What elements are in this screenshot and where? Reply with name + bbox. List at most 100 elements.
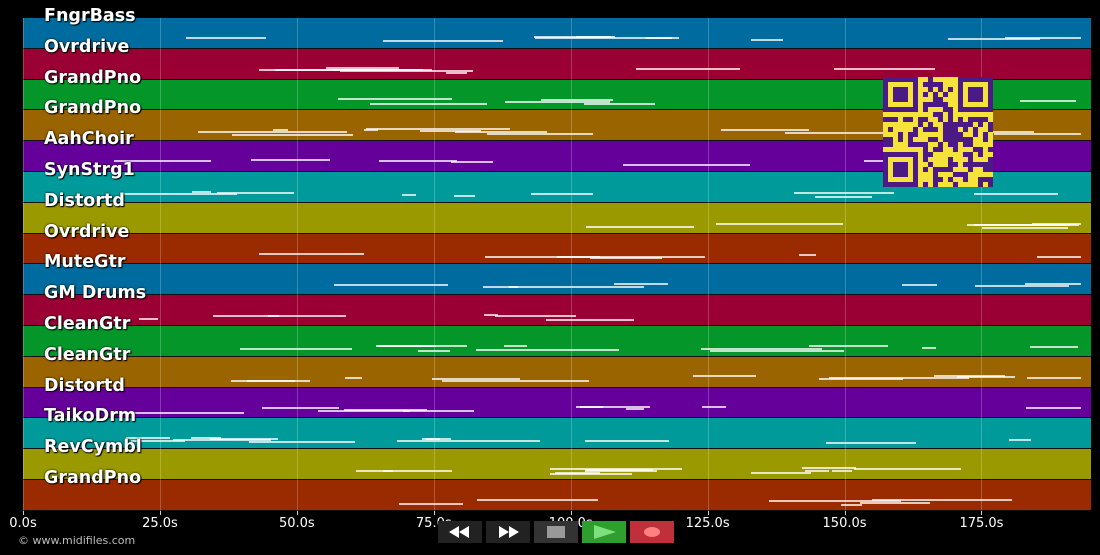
track-lane[interactable] [23,480,1091,511]
track-lane[interactable] [23,48,1091,80]
note-segment [623,164,750,167]
track-lane[interactable] [23,18,1091,49]
note-segment [185,37,266,40]
note-segment [115,411,244,414]
note-segment [585,470,658,473]
note-segment [273,128,289,131]
note-segment [509,285,645,288]
note-segment [425,438,452,441]
note-segment [191,191,212,194]
note-segment [259,252,365,255]
note-segment [769,500,901,503]
track-lane[interactable] [23,233,1091,265]
note-segment [614,282,669,285]
note-segment [382,469,393,472]
note-segment [692,375,757,378]
note-segment [258,68,378,71]
note-segment [833,67,936,70]
note-segment [1005,36,1081,39]
note-segment [854,468,962,471]
note-segment [261,407,340,410]
note-segment [369,102,488,105]
note-segment [947,38,1041,41]
play-button[interactable] [582,521,626,543]
note-segment [701,348,822,351]
note-segment [974,223,1079,226]
note-segment [431,378,520,381]
note-segment [494,315,577,318]
note-segment [541,99,613,102]
note-segment [445,72,467,75]
note-segment [709,349,844,352]
note-segment [442,379,590,382]
fast-forward-button[interactable] [486,521,530,543]
note-segment [535,37,679,40]
note-segment [993,132,1081,135]
gridline [296,18,298,511]
note-segment [113,159,212,162]
note-segment [1037,255,1081,258]
note-segment [635,68,740,71]
note-segment [583,102,656,105]
stop-icon [547,526,565,538]
note-segment [808,345,888,348]
record-button[interactable] [630,521,674,543]
note-segment [375,344,468,347]
note-segment [585,225,695,228]
track-lane[interactable] [23,356,1091,388]
note-segment [504,101,610,104]
stop-button[interactable] [534,521,578,543]
note-segment [721,128,809,131]
note-segment [554,471,600,474]
note-segment [212,314,280,317]
track-lane[interactable] [23,387,1091,419]
note-segment [240,347,352,350]
note-segment [701,406,726,409]
note-segment [1020,100,1076,103]
tick-label: 125.0s [685,516,730,531]
note-segment [626,408,644,411]
note-segment [139,317,158,320]
note-segment [1025,406,1081,409]
note-segment [814,195,873,198]
piano-roll[interactable] [23,18,1091,511]
rewind-button[interactable] [438,521,482,543]
note-segment [396,439,540,442]
tick-mark [433,511,435,515]
track-lane[interactable] [23,418,1091,450]
note-segment [482,286,519,289]
note-segment [190,437,221,440]
track-lane[interactable] [23,449,1091,480]
note-segment [1008,438,1032,441]
note-segment [209,438,278,441]
track-lane[interactable] [23,326,1091,357]
note-segment [378,159,457,162]
note-segment [804,469,830,472]
track-lane[interactable] [23,202,1091,234]
note-segment [355,469,452,472]
note-segment [871,499,1013,502]
tick-mark [570,511,572,515]
note-segment [751,39,784,42]
note-segment [1026,376,1081,379]
note-segment [1029,346,1079,349]
track-lane[interactable] [23,295,1091,326]
note-segment [417,349,451,352]
copyright-text: © www.midifiles.com [18,534,136,547]
note-segment [716,223,843,226]
note-segment [454,131,547,134]
note-segment [556,255,706,258]
note-segment [975,284,1070,287]
note-segment [420,129,481,132]
track-lane[interactable] [23,264,1091,296]
note-segment [584,439,670,442]
note-segment [334,284,448,287]
note-segment [231,133,353,136]
note-segment [973,192,1058,195]
tick-mark [296,511,298,515]
transport-controls [438,521,674,543]
tick-mark [707,511,709,515]
note-segment [829,377,969,380]
note-segment [784,132,893,135]
note-segment [325,67,399,70]
